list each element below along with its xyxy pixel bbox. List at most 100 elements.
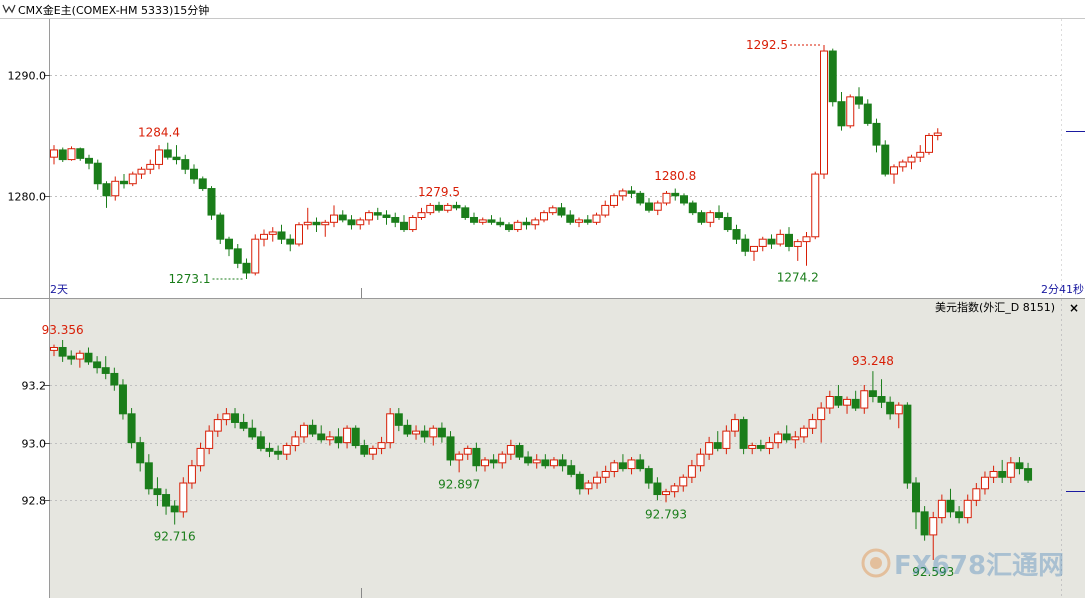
gold-candle-body (837, 101, 846, 127)
dxy-candles (50, 340, 1033, 560)
gold-candle-body (811, 173, 820, 238)
dxy-candle (696, 448, 705, 472)
gold-candle-body (741, 238, 750, 252)
gold-candle (618, 188, 627, 201)
dxy-candle-body (575, 473, 584, 490)
gold-annotation-label: 1274.2 (777, 271, 819, 285)
dxy-candle (980, 471, 989, 495)
dxy-candle (489, 454, 498, 469)
gold-candle (802, 231, 811, 266)
dxy-candle (394, 408, 403, 432)
dxy-close-button[interactable]: × (1069, 301, 1079, 315)
dxy-candle (868, 371, 877, 403)
dxy-candle-body (799, 427, 808, 438)
dxy-candle (368, 445, 377, 460)
gold-candle-body (820, 50, 828, 175)
dxy-candle (274, 445, 283, 460)
dxy-candle (239, 413, 248, 432)
gold-candle (828, 48, 837, 107)
watermark: FX678汇通网 (861, 548, 1064, 581)
gold-candle (321, 219, 330, 237)
gold-candle (636, 190, 645, 206)
dxy-candle-body (722, 430, 731, 449)
gold-candle (242, 258, 251, 279)
gold-candle (881, 140, 890, 177)
gold-range-label: 2天 (50, 283, 68, 296)
dxy-candle-body (412, 430, 421, 435)
gold-candle (172, 145, 181, 165)
dxy-candle-body (825, 396, 834, 409)
dxy-candle (636, 454, 645, 472)
gold-candle-body (566, 214, 575, 223)
dxy-candle-body (265, 447, 274, 452)
dxy-candle (50, 344, 58, 357)
gold-candle-body (137, 168, 146, 175)
gold-candle (461, 205, 470, 220)
gold-candle (907, 154, 916, 170)
dxy-candle-body (248, 427, 257, 438)
gold-candle-body (295, 224, 303, 245)
dxy-candle (498, 451, 507, 469)
dxy-candle (877, 379, 886, 409)
gold-candle-body (233, 248, 242, 264)
gold-candle-body (50, 149, 58, 158)
dxy-candle-body (618, 462, 627, 470)
gold-candle-body (680, 195, 688, 204)
gold-candle-body (120, 180, 128, 185)
dxy-candle-body (127, 413, 136, 444)
gold-candle (58, 147, 67, 162)
gold-candle (426, 203, 435, 216)
gold-candle (76, 147, 85, 161)
dxy-candle (506, 439, 515, 460)
gold-candle (128, 171, 137, 187)
dxy-annotations: 93.356 92.716 92.897 92.793 93.248 92.593 (42, 323, 955, 579)
dxy-candle-body (162, 494, 171, 507)
gold-candle-body (356, 219, 365, 226)
gold-candle-body (846, 96, 855, 127)
gold-candle-body (610, 195, 618, 206)
dxy-candle-body (256, 436, 265, 449)
dxy-candle-body (730, 419, 739, 432)
dxy-candle-body (506, 445, 515, 455)
gold-candle-body (662, 192, 671, 204)
gold-candle (303, 207, 312, 230)
dxy-candle (481, 457, 489, 472)
gold-y-tick-label: 1290.0 (8, 70, 47, 83)
watermark-text: FX678汇通网 (894, 551, 1064, 581)
dxy-candle (558, 454, 567, 472)
dxy-candle-body (946, 499, 955, 513)
dxy-candle (84, 347, 93, 365)
gold-candle-body (277, 231, 286, 240)
gold-candle-body (522, 221, 531, 226)
dxy-candle-body (524, 456, 533, 464)
gold-candle (793, 239, 802, 261)
dxy-candle-body (670, 485, 679, 493)
dxy-candle-body (429, 427, 438, 438)
dxy-candle-body (662, 491, 671, 496)
gold-candle (566, 210, 575, 225)
dxy-candle (162, 488, 171, 515)
dxy-candle-body (886, 401, 895, 415)
gold-candle-body (645, 202, 653, 211)
gold-candle (443, 203, 452, 213)
dxy-candle (774, 431, 783, 449)
gold-candle-body (85, 157, 93, 164)
gold-candle (767, 234, 776, 249)
dxy-candle (618, 454, 627, 472)
gold-candle-body (907, 156, 916, 163)
dxy-candle-body (446, 436, 455, 461)
gold-candle (680, 193, 688, 206)
dxy-candle (524, 451, 533, 466)
gold-candle (505, 222, 513, 232)
dxy-candle (231, 408, 240, 429)
dxy-candle (1015, 457, 1024, 475)
dxy-plot-background (50, 299, 1085, 598)
gold-candle-body (251, 238, 260, 274)
dxy-candle (58, 340, 67, 362)
gold-candle (548, 205, 557, 216)
dxy-candle (937, 494, 946, 524)
dxy-candle-body (748, 445, 757, 449)
chart-back-icon[interactable] (2, 3, 16, 14)
dxy-candle (75, 350, 84, 368)
